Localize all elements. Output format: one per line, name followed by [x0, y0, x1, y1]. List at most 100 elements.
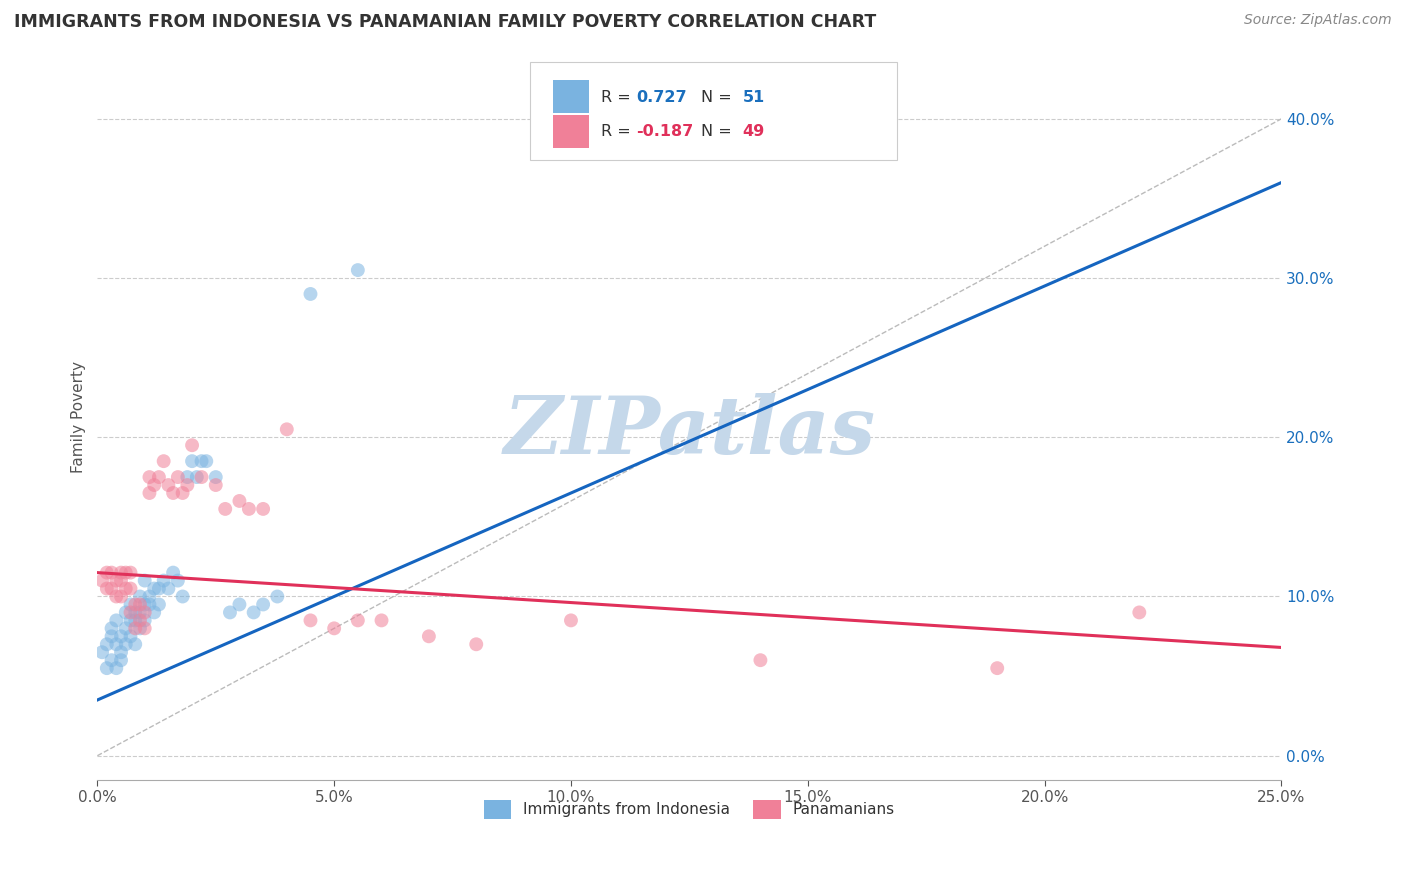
Point: [100, 582, 122, 596]
Point: [124, 606, 146, 620]
FancyBboxPatch shape: [553, 80, 589, 113]
Point: [276, 422, 298, 436]
Point: [186, 470, 208, 484]
Point: [167, 470, 190, 484]
Point: [114, 566, 136, 580]
Point: [138, 590, 160, 604]
Point: [96, 582, 118, 596]
Point: [138, 470, 160, 484]
Point: [100, 621, 122, 635]
Text: Source: ZipAtlas.com: Source: ZipAtlas.com: [1244, 13, 1392, 28]
Point: [120, 598, 142, 612]
Text: 51: 51: [742, 90, 765, 104]
Text: N =: N =: [702, 124, 737, 139]
Point: [129, 613, 152, 627]
Point: [110, 574, 132, 588]
Point: [749, 653, 772, 667]
Point: [96, 637, 118, 651]
Point: [124, 621, 146, 635]
Point: [465, 637, 488, 651]
Point: [219, 606, 242, 620]
Point: [157, 582, 180, 596]
Point: [195, 454, 218, 468]
Point: [120, 613, 142, 627]
Point: [110, 566, 132, 580]
Point: [167, 574, 190, 588]
Point: [114, 582, 136, 596]
Point: [129, 590, 152, 604]
Point: [96, 566, 118, 580]
Point: [299, 613, 322, 627]
Point: [100, 653, 122, 667]
Point: [105, 637, 128, 651]
Point: [110, 590, 132, 604]
Point: [157, 478, 180, 492]
Text: 49: 49: [742, 124, 765, 139]
Point: [181, 454, 204, 468]
Point: [124, 637, 146, 651]
Point: [134, 613, 156, 627]
Point: [96, 661, 118, 675]
Legend: Immigrants from Indonesia, Panamanians: Immigrants from Indonesia, Panamanians: [477, 792, 903, 826]
Point: [252, 502, 274, 516]
Point: [124, 613, 146, 627]
Point: [143, 606, 166, 620]
Point: [181, 438, 204, 452]
Point: [1128, 606, 1150, 620]
Point: [228, 598, 250, 612]
Point: [176, 470, 198, 484]
Point: [114, 637, 136, 651]
Point: [100, 629, 122, 643]
Point: [134, 598, 156, 612]
Point: [105, 613, 128, 627]
Text: R =: R =: [600, 124, 636, 139]
Point: [129, 606, 152, 620]
Text: R =: R =: [600, 90, 636, 104]
Point: [124, 598, 146, 612]
Point: [138, 598, 160, 612]
Text: IMMIGRANTS FROM INDONESIA VS PANAMANIAN FAMILY POVERTY CORRELATION CHART: IMMIGRANTS FROM INDONESIA VS PANAMANIAN …: [14, 13, 876, 31]
Point: [238, 502, 260, 516]
Point: [986, 661, 1008, 675]
Point: [418, 629, 440, 643]
Point: [120, 566, 142, 580]
FancyBboxPatch shape: [530, 62, 897, 161]
Point: [214, 502, 236, 516]
Point: [190, 470, 212, 484]
Point: [347, 613, 370, 627]
Point: [138, 486, 160, 500]
Point: [347, 263, 370, 277]
Point: [228, 494, 250, 508]
Point: [105, 574, 128, 588]
Point: [114, 621, 136, 635]
Text: N =: N =: [702, 90, 737, 104]
Point: [134, 621, 156, 635]
Point: [148, 470, 170, 484]
Point: [148, 582, 170, 596]
Point: [172, 590, 194, 604]
Point: [266, 590, 288, 604]
Point: [148, 598, 170, 612]
Point: [134, 574, 156, 588]
Point: [172, 486, 194, 500]
Point: [129, 621, 152, 635]
Point: [120, 629, 142, 643]
Text: -0.187: -0.187: [636, 124, 693, 139]
Point: [110, 653, 132, 667]
Point: [134, 606, 156, 620]
Point: [114, 606, 136, 620]
Point: [152, 454, 174, 468]
Point: [91, 574, 114, 588]
Point: [370, 613, 392, 627]
Point: [110, 629, 132, 643]
Point: [129, 598, 152, 612]
Point: [152, 574, 174, 588]
Point: [176, 478, 198, 492]
Point: [105, 590, 128, 604]
Text: 0.727: 0.727: [636, 90, 686, 104]
Point: [143, 478, 166, 492]
Point: [120, 582, 142, 596]
Y-axis label: Family Poverty: Family Poverty: [72, 361, 86, 474]
Point: [162, 566, 184, 580]
Point: [143, 582, 166, 596]
